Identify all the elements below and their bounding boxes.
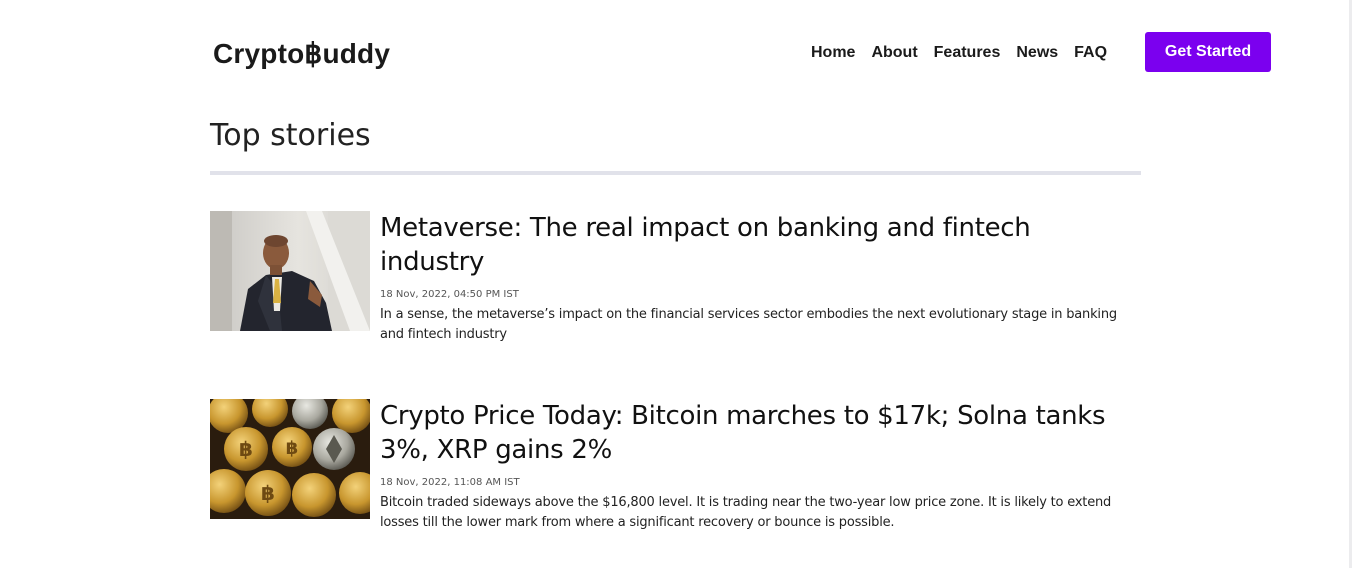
businessman-photo-icon xyxy=(210,211,370,331)
story-title[interactable]: Metaverse: The real impact on banking an… xyxy=(380,213,1031,277)
story-thumbnail-businessman[interactable] xyxy=(210,211,370,331)
nav-news[interactable]: News xyxy=(1016,44,1059,61)
svg-text:฿: ฿ xyxy=(261,481,275,505)
svg-text:฿: ฿ xyxy=(286,438,299,459)
section-title: Top stories xyxy=(210,118,371,153)
section-divider xyxy=(210,171,1141,175)
scrollbar-track[interactable] xyxy=(1349,0,1352,568)
site-header: Crypto฿uddy Home About Features News FAQ… xyxy=(0,0,1352,100)
nav-faq[interactable]: FAQ xyxy=(1074,44,1108,61)
story-date: 18 Nov, 2022, 11:08 AM IST xyxy=(380,477,520,488)
brand-suffix: uddy xyxy=(322,38,391,69)
story-description: Bitcoin traded sideways above the $16,80… xyxy=(380,495,1112,530)
main-nav: Home About Features News FAQ xyxy=(811,44,1107,62)
brand-logo[interactable]: Crypto฿uddy xyxy=(213,37,390,70)
brand-prefix: Crypto xyxy=(213,38,305,69)
story-body: Metaverse: The real impact on banking an… xyxy=(380,211,1141,345)
nav-features[interactable]: Features xyxy=(933,44,1001,61)
get-started-button[interactable]: Get Started xyxy=(1145,32,1271,72)
crypto-coins-photo-icon: ฿ ฿ ฿ xyxy=(210,399,370,519)
brand-symbol: ฿ xyxy=(304,38,323,69)
story-date: 18 Nov, 2022, 04:50 PM IST xyxy=(380,289,519,300)
story-body: Crypto Price Today: Bitcoin marches to $… xyxy=(380,399,1141,533)
svg-text:฿: ฿ xyxy=(239,437,253,461)
story-description: In a sense, the metaverse’s impact on th… xyxy=(380,307,1117,342)
nav-home[interactable]: Home xyxy=(811,44,856,61)
story-title[interactable]: Crypto Price Today: Bitcoin marches to $… xyxy=(380,401,1106,465)
nav-about[interactable]: About xyxy=(871,44,918,61)
story-thumbnail-coins[interactable]: ฿ ฿ ฿ xyxy=(210,399,370,519)
